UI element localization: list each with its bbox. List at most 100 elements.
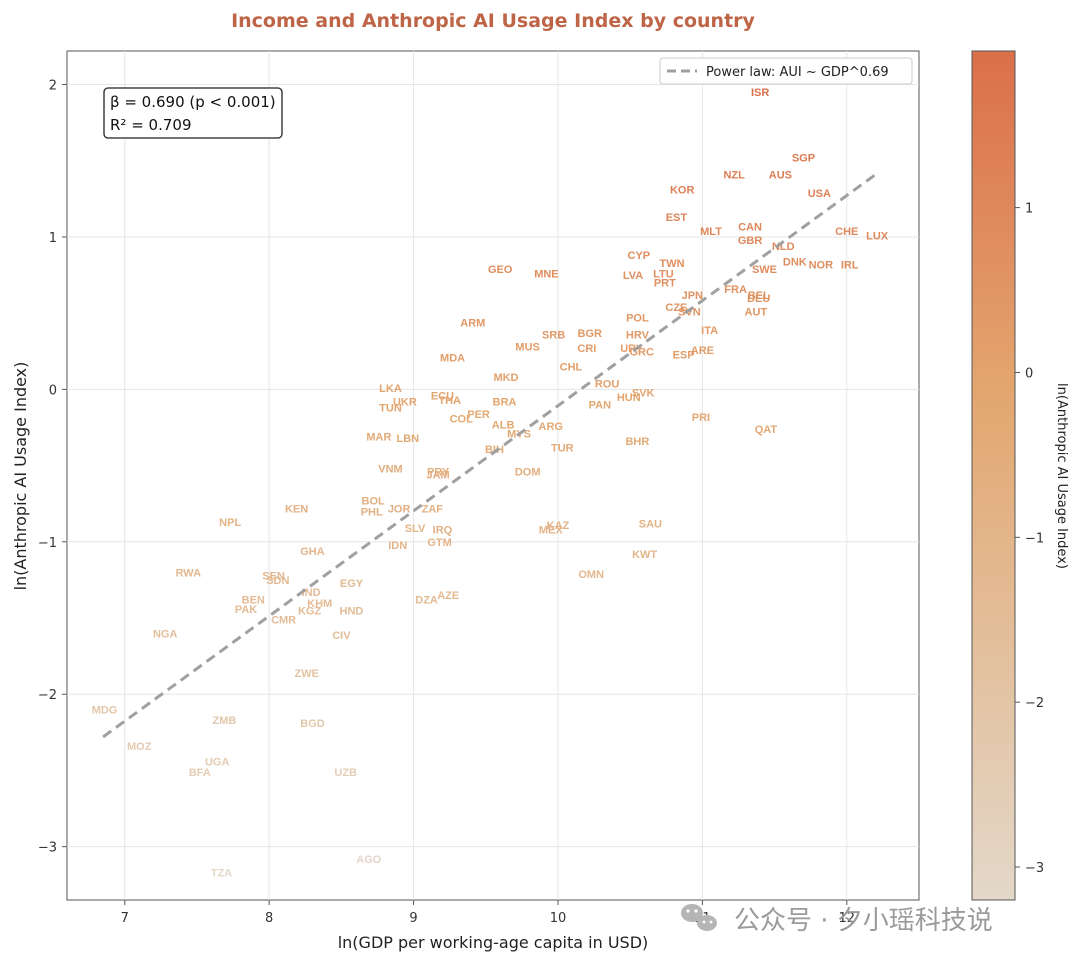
x-tick-label: 10 (550, 911, 567, 926)
country-label: PAN (589, 400, 611, 412)
country-label: MOZ (127, 741, 152, 753)
country-label: MKD (493, 372, 518, 384)
country-label: NZL (723, 169, 745, 181)
country-label: IDN (388, 540, 407, 552)
y-tick-label: 2 (49, 79, 57, 94)
y-tick-label: 0 (49, 383, 57, 398)
x-tick-label: 8 (265, 911, 273, 926)
country-label: BEL (748, 290, 770, 302)
country-label: CMR (271, 615, 296, 627)
legend-label: Power law: AUI ~ GDP^0.69 (706, 65, 889, 80)
country-label: CHE (835, 226, 858, 238)
country-label: CHL (560, 362, 583, 374)
plot-frame (66, 50, 920, 901)
country-label: IRQ (433, 525, 453, 537)
colorbar-gradient (971, 50, 1016, 901)
y-axis-label: ln(Anthropic AI Usage Index) (11, 362, 30, 591)
country-label: QAT (755, 424, 778, 436)
country-label: AUS (769, 169, 792, 181)
country-label: ZMB (212, 715, 236, 727)
country-label: SVN (678, 307, 701, 319)
country-label: SDN (266, 575, 289, 587)
country-label: BGR (578, 328, 603, 340)
country-label: KWT (632, 549, 657, 561)
country-label: RWA (176, 567, 202, 579)
country-label: AGO (356, 854, 382, 866)
country-label: DEU (747, 293, 770, 305)
country-label: AZE (437, 590, 459, 602)
country-label: IRL (841, 259, 859, 271)
y-tick-label: −3 (38, 841, 57, 856)
country-label: DOM (515, 467, 541, 479)
watermark-text: 公众号 · 夕小瑶科技说 (734, 906, 993, 936)
country-label: USA (808, 188, 831, 200)
country-label: BFA (189, 767, 211, 779)
watermark: 公众号 · 夕小瑶科技说 (681, 904, 993, 936)
country-label: TWN (660, 258, 685, 270)
chart-title: Income and Anthropic AI Usage Index by c… (231, 10, 755, 32)
country-label: HND (340, 605, 364, 617)
country-label: KEN (285, 503, 308, 515)
country-label: ROU (595, 378, 620, 390)
country-label: JOR (388, 503, 411, 515)
country-label: ECU (431, 390, 454, 402)
colorbar-ticks: −3 −2 −1 0 1 (1015, 202, 1044, 876)
colorbar-label: ln(Anthropic AI Usage Index) (1054, 383, 1069, 569)
colorbar: −3 −2 −1 0 1 ln(Anthropic AI Usage Index) (971, 50, 1069, 901)
country-label: SVK (632, 387, 655, 399)
country-label: ARM (460, 317, 485, 329)
country-label: NPL (219, 517, 241, 529)
stats-frame (103, 87, 283, 139)
country-label: KOR (670, 185, 695, 197)
country-label: MNE (534, 269, 558, 281)
country-label: UGA (205, 756, 230, 768)
country-label: ESP (673, 349, 695, 361)
country-label: LKA (379, 383, 402, 395)
country-label: GBR (738, 235, 763, 247)
country-label: UKR (393, 397, 417, 409)
y-tick-label: −2 (38, 688, 57, 703)
country-label: CIV (332, 630, 351, 642)
y-tick-label: −1 (38, 536, 57, 551)
country-label: ZWE (294, 668, 318, 680)
country-label: LTU (653, 269, 674, 281)
x-tick-label: 7 (121, 911, 129, 926)
country-label: GRC (630, 346, 655, 358)
country-label: IND (302, 587, 321, 599)
grid-lines (67, 51, 919, 900)
country-label: ALB (492, 419, 515, 431)
country-label: JAM (427, 470, 450, 482)
country-label: MDA (440, 352, 465, 364)
country-label: KAZ (547, 520, 570, 532)
country-label: TZA (211, 868, 232, 880)
country-label: LUX (866, 230, 889, 242)
country-label: MLT (700, 226, 722, 238)
country-label: TUR (551, 442, 574, 454)
country-label: ARE (691, 345, 714, 357)
country-label: EGY (340, 578, 364, 590)
beta-stat: β = 0.690 (p < 0.001) (110, 93, 276, 111)
country-label: MAR (366, 432, 391, 444)
country-label: ITA (701, 325, 718, 337)
country-label: ZAF (422, 503, 444, 515)
country-label: HUN (617, 392, 641, 404)
country-label: KHM (307, 598, 332, 610)
country-label: PER (467, 409, 490, 421)
country-label: KGZ (298, 605, 322, 617)
colorbar-tick-label: 0 (1025, 366, 1033, 381)
country-label: DZA (415, 595, 438, 607)
country-label: POL (626, 313, 649, 325)
r2-stat: R² = 0.709 (110, 116, 191, 134)
country-label: VNM (378, 464, 402, 476)
x-tick-label: 9 (409, 911, 417, 926)
country-label: UZB (334, 767, 357, 779)
x-tick-label: 12 (839, 911, 856, 926)
country-label: CZE (665, 302, 687, 314)
country-label: CYP (628, 250, 651, 262)
country-label: AUT (745, 307, 768, 319)
country-label: BEN (242, 595, 265, 607)
country-label: SLV (405, 523, 426, 535)
